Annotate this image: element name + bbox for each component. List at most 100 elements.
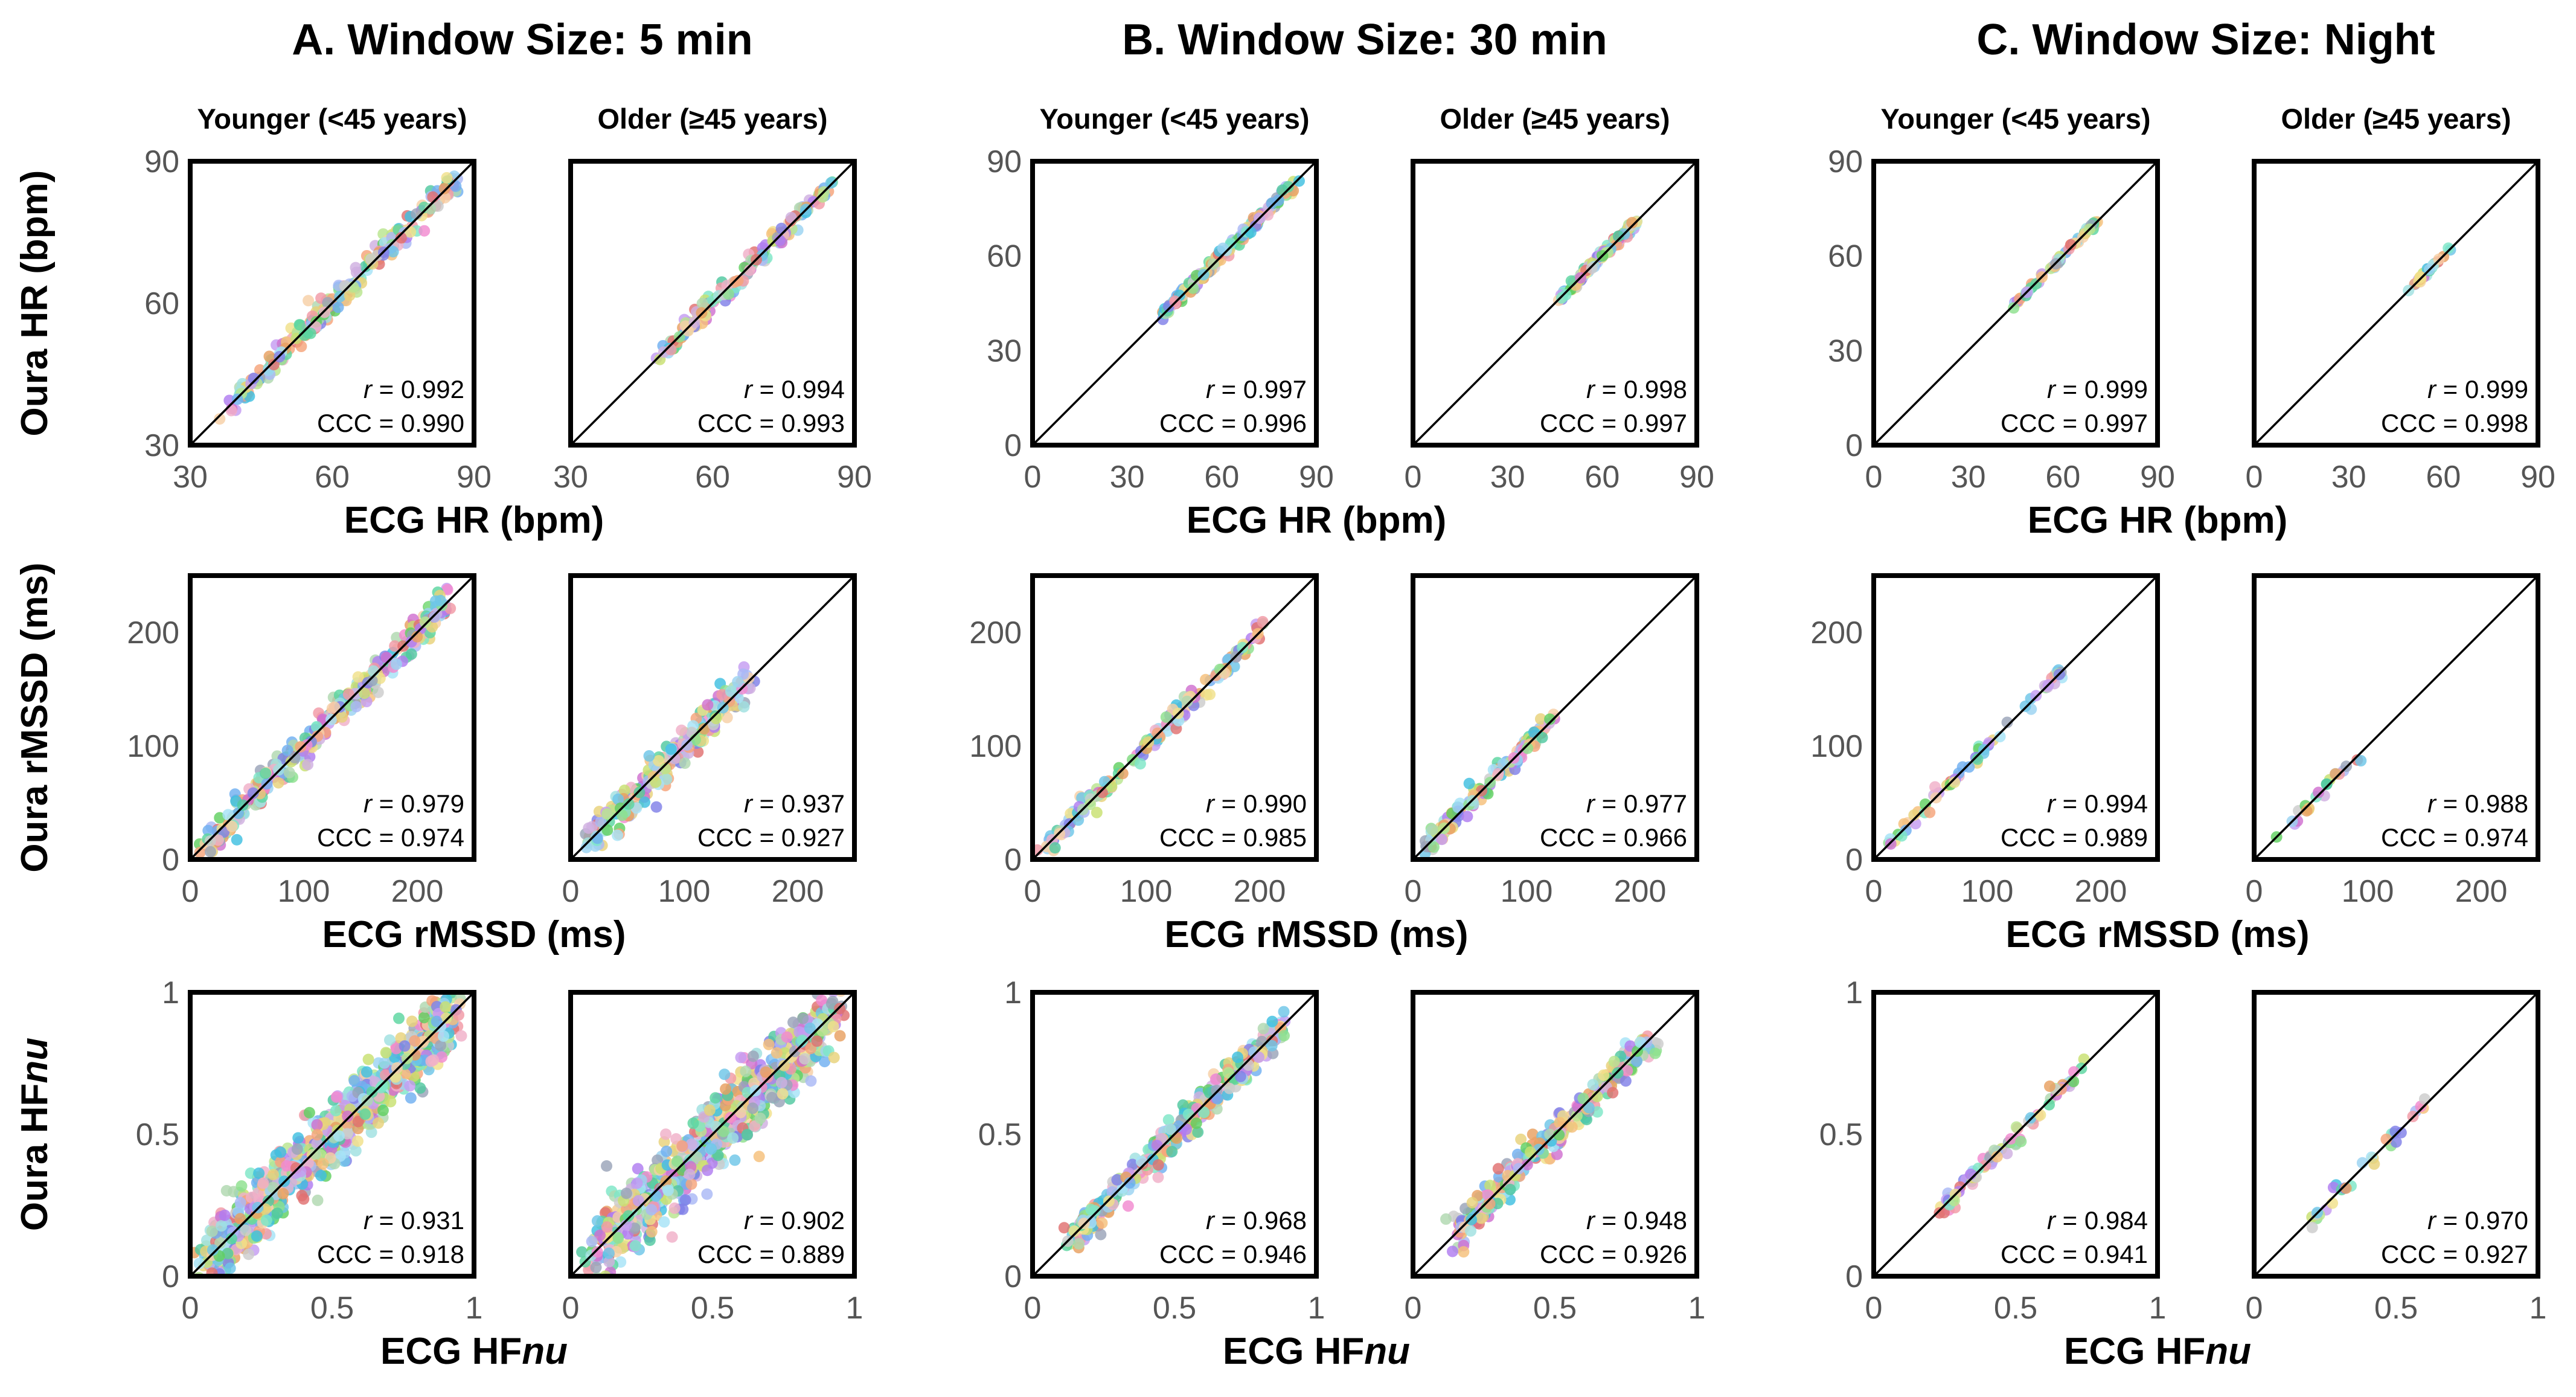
stat-r-value: 0.931: [401, 1206, 464, 1235]
data-point: [267, 1181, 279, 1193]
data-point: [1587, 1079, 1599, 1091]
stat-r-equals: =: [2055, 1206, 2084, 1235]
scatter-panel-rmssd-younger: 0 100 200 0 100 200 r = 0.994 CCC = 0.989: [1810, 573, 2160, 909]
data-point: [591, 1215, 603, 1227]
data-point: [601, 1221, 613, 1233]
y-tick-label: 30: [1828, 333, 1863, 368]
data-point: [1257, 615, 1269, 628]
data-point: [271, 1207, 283, 1219]
stat-r-value: 0.968: [1243, 1206, 1307, 1235]
data-point: [1073, 1238, 1085, 1250]
stat-r-equals: =: [372, 375, 401, 403]
stat-ccc-value: 0.946: [1243, 1240, 1307, 1268]
data-point: [1266, 197, 1278, 209]
stat-r-symbol: r: [744, 1206, 754, 1235]
data-point: [409, 1035, 421, 1047]
identity-line: [1873, 991, 2159, 1277]
x-tick-label: 200: [2075, 874, 2127, 909]
data-point: [302, 759, 314, 771]
x-tick-label: 100: [658, 874, 711, 909]
data-point: [826, 968, 838, 980]
data-point: [350, 701, 362, 713]
stat-r-value: 0.997: [1243, 375, 1307, 403]
data-point: [406, 1015, 418, 1027]
data-point: [1649, 1047, 1661, 1059]
data-point: [1521, 1158, 1533, 1171]
data-point: [202, 824, 214, 837]
x-tick-label: 200: [1614, 874, 1667, 909]
data-point: [1994, 731, 2006, 743]
data-point: [650, 776, 662, 788]
stat-ccc-value: 0.993: [781, 409, 845, 437]
data-point: [330, 1091, 342, 1103]
data-point: [315, 1169, 327, 1181]
data-point: [811, 1035, 823, 1047]
y-tick-label: 90: [1828, 144, 1863, 179]
x-tick-label: 100: [1961, 874, 2014, 909]
data-point: [583, 822, 595, 834]
data-point: [214, 413, 226, 425]
data-point: [650, 801, 662, 813]
scatter-panel-rmssd-older: 0 100 200 r = 0.937 CCC = 0.927: [562, 573, 857, 909]
y-tick-label: 0: [1004, 1259, 1022, 1294]
y-axis-label-italic: nu: [14, 1038, 56, 1084]
age-group-title-younger: Younger (<45 years): [1880, 103, 2150, 135]
data-point: [1134, 758, 1146, 770]
data-point: [1598, 1069, 1610, 1081]
data-point: [380, 652, 392, 664]
data-point: [603, 1256, 615, 1268]
stat-ccc: CCC = 0.927: [2381, 1240, 2528, 1268]
data-point: [590, 1261, 602, 1273]
data-point: [245, 1167, 257, 1180]
stat-ccc-label: CCC: [1540, 823, 1595, 852]
y-tick-label: 0: [1845, 428, 1863, 463]
data-point: [1232, 1052, 1244, 1064]
stat-ccc: CCC = 0.985: [1159, 823, 1307, 852]
stat-ccc-label: CCC: [1540, 409, 1595, 437]
data-point: [629, 1240, 641, 1252]
x-tick-label: 0: [1024, 460, 1042, 495]
data-point: [1211, 1085, 1223, 1097]
stat-r-symbol: r: [744, 789, 754, 818]
data-point: [399, 1040, 411, 1052]
data-point: [387, 246, 399, 258]
data-point: [1924, 806, 1936, 818]
x-tick-label: 0.5: [1533, 1291, 1577, 1326]
data-point: [2389, 1125, 2401, 1137]
stat-r-symbol: r: [744, 375, 754, 403]
data-point: [616, 809, 628, 821]
plot-frame-border: [1030, 159, 1319, 448]
x-tick-label: 30: [2331, 460, 2366, 495]
data-point: [438, 1030, 450, 1042]
stat-ccc: CCC = 0.997: [1540, 409, 1687, 437]
stat-ccc-label: CCC: [1159, 823, 1214, 852]
data-point: [668, 1202, 681, 1214]
stat-ccc-label: CCC: [697, 823, 752, 852]
points-group: [1934, 1053, 2090, 1219]
scatter-panel-hfnu-older: 0 0.5 1 r = 0.902 CCC = 0.889: [562, 968, 863, 1326]
x-tick-label: 30: [1490, 460, 1525, 495]
data-point: [679, 1194, 691, 1206]
data-point: [440, 1001, 452, 1013]
stat-r-equals: =: [2055, 375, 2084, 403]
data-point: [295, 1166, 307, 1178]
stat-r-value: 0.994: [2084, 789, 2148, 818]
data-point: [816, 994, 828, 1006]
stat-ccc-label: CCC: [697, 409, 752, 437]
data-point: [804, 1022, 816, 1034]
x-axis-label-prefix: ECG HF: [1223, 1331, 1364, 1372]
data-point: [414, 1082, 426, 1094]
data-point: [671, 1155, 683, 1167]
data-point: [658, 1216, 670, 1228]
stat-r-equals: =: [2436, 375, 2465, 403]
data-point: [1266, 1015, 1278, 1027]
stat-ccc-value: 0.918: [401, 1240, 464, 1268]
x-tick-label: 0: [1865, 460, 1883, 495]
data-point: [196, 1279, 207, 1291]
section-title-b: B. Window Size: 30 min: [1122, 16, 1607, 64]
data-point: [281, 744, 293, 756]
data-point: [819, 1056, 831, 1068]
data-point: [679, 757, 691, 769]
data-point: [601, 824, 614, 836]
stat-r: r = 0.999: [2427, 375, 2528, 403]
